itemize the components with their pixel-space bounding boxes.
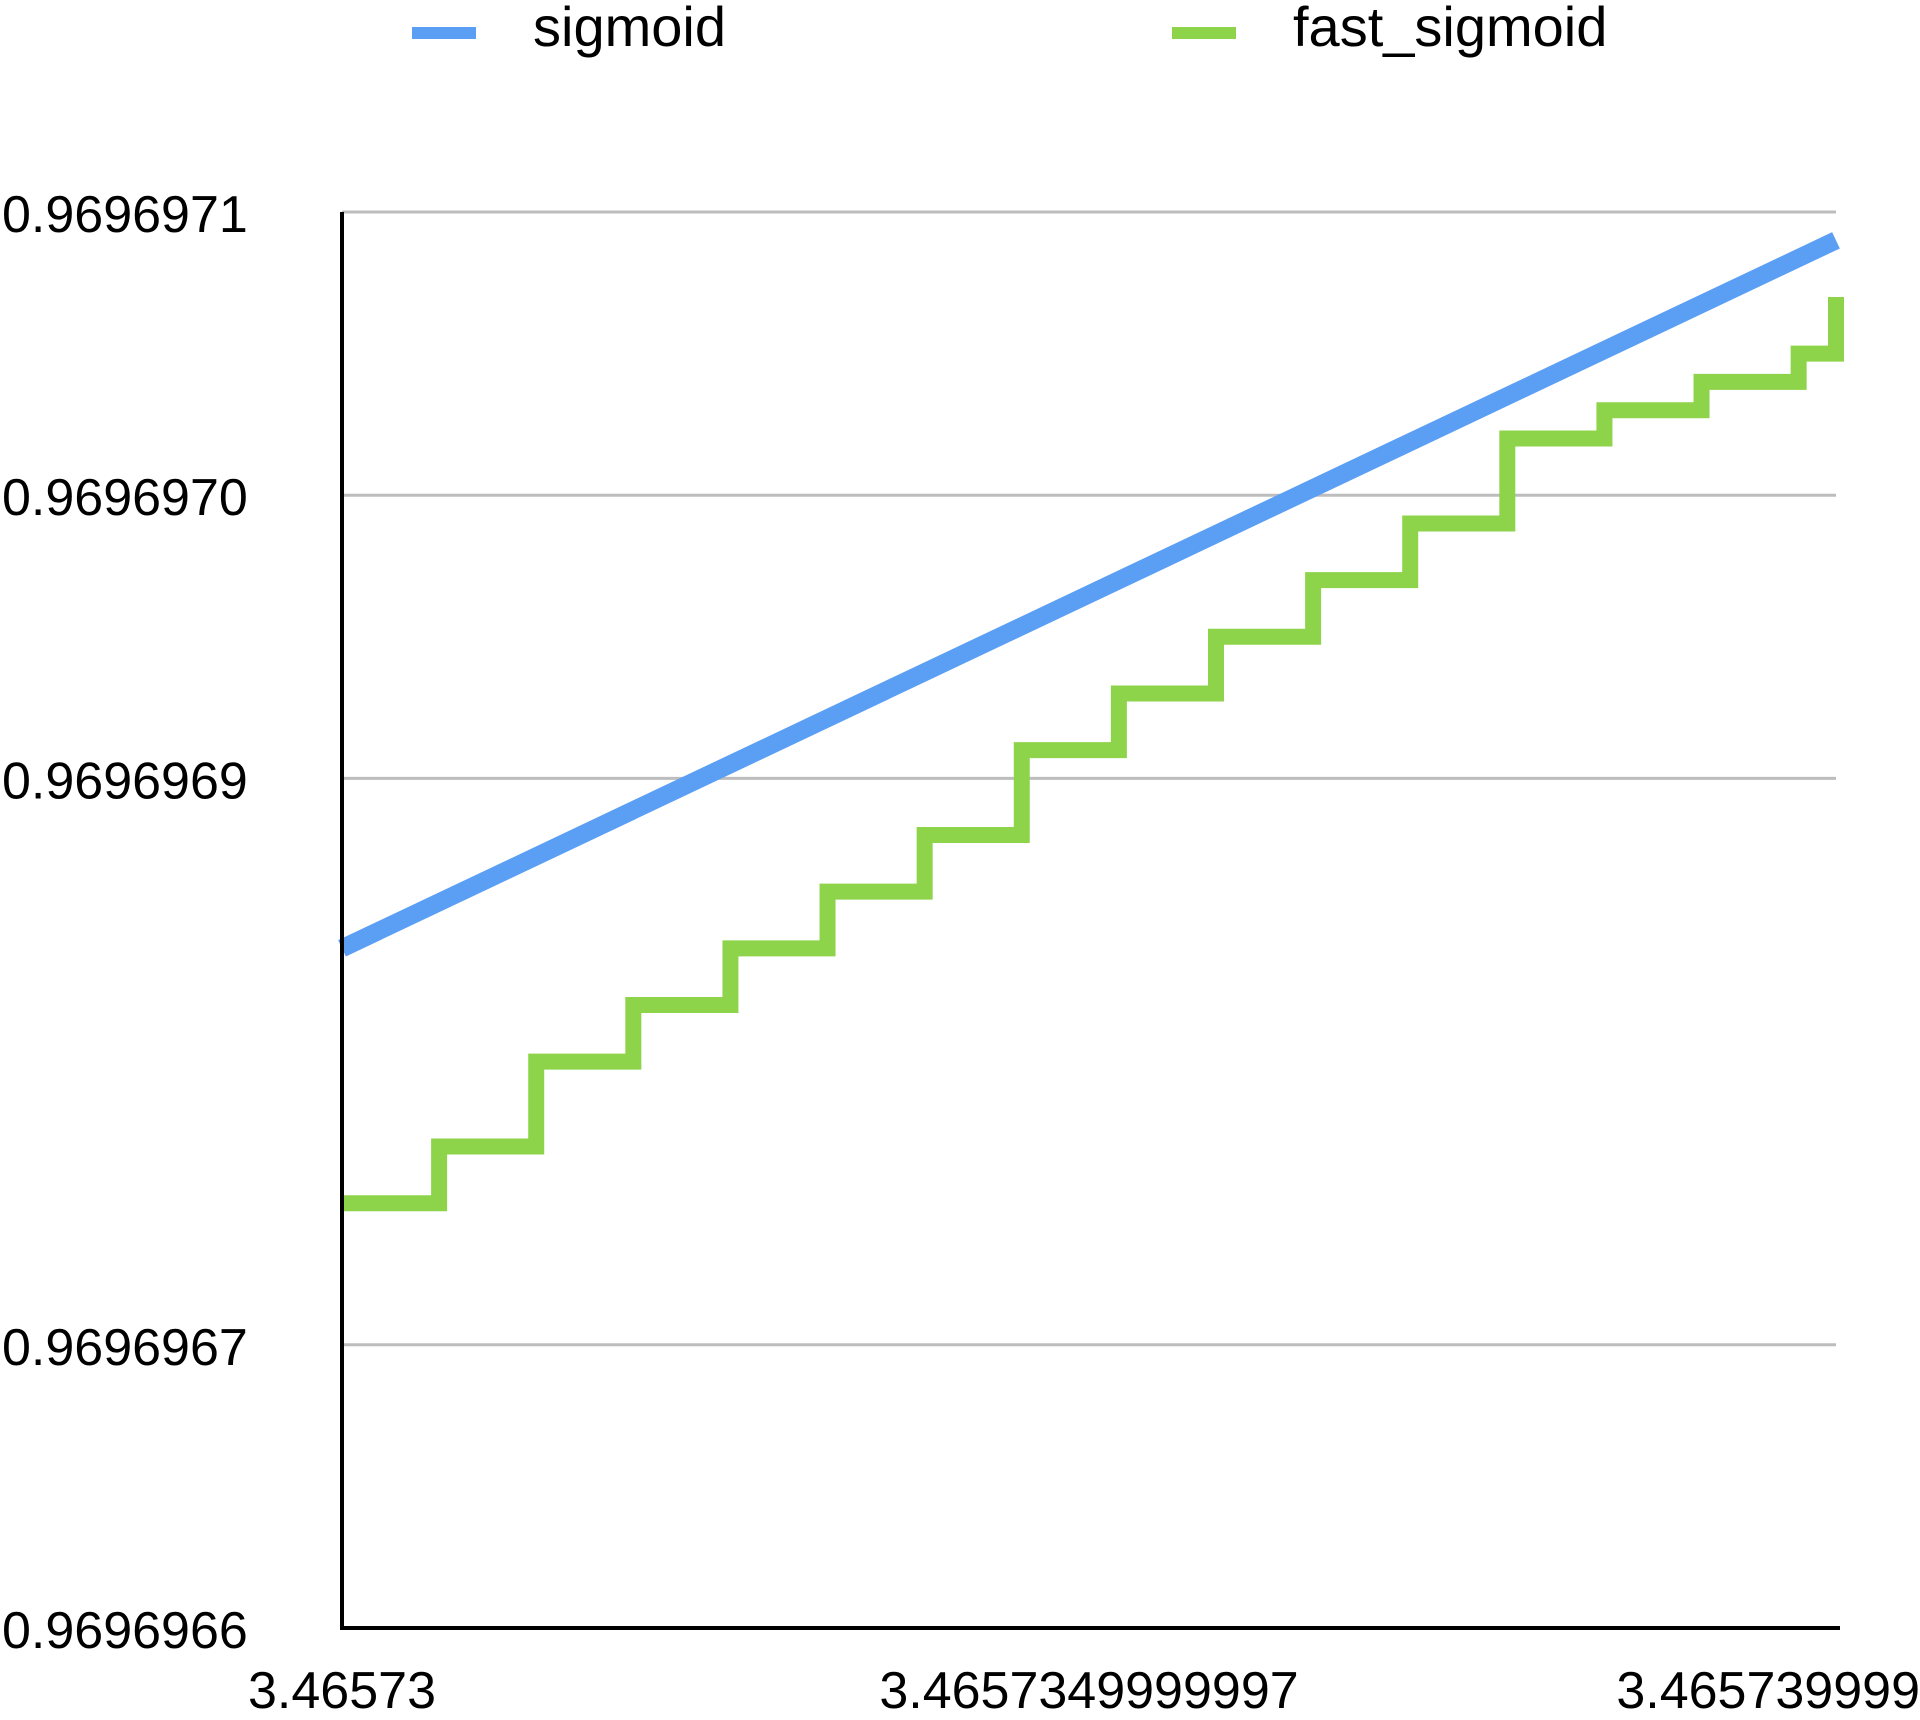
- series-line-sigmoid: [338, 232, 1840, 957]
- y-tick-label-3: 0.9696970: [2, 469, 248, 527]
- y-tick-labels: 0.9696966 0.9696967 0.9696969 0.9696970 0.96…: [2, 186, 248, 1660]
- x-tick-label-2: 3.465739999: [1616, 1662, 1920, 1720]
- y-tick-label-0: 0.9696966: [2, 1602, 248, 1660]
- x-tick-label-0: 3.46573: [248, 1662, 436, 1720]
- legend-label-sigmoid: sigmoid: [533, 0, 726, 58]
- legend: sigmoid fast_sigmoid: [412, 0, 1607, 58]
- y-tick-label-2: 0.9696969: [2, 752, 248, 810]
- gridlines: [342, 210, 1836, 1347]
- series-line-fast_sigmoid: [342, 296, 1844, 1212]
- axes: [340, 212, 1840, 1630]
- x-tick-labels: 3.46573 3.4657349999997 3.465739999: [248, 1662, 1920, 1720]
- plot-series: [338, 232, 1844, 1212]
- x-tick-label-1: 3.4657349999997: [879, 1662, 1298, 1720]
- y-tick-label-4: 0.9696971: [2, 186, 248, 244]
- y-tick-label-1: 0.9696967: [2, 1319, 248, 1377]
- legend-label-fast_sigmoid: fast_sigmoid: [1293, 0, 1607, 58]
